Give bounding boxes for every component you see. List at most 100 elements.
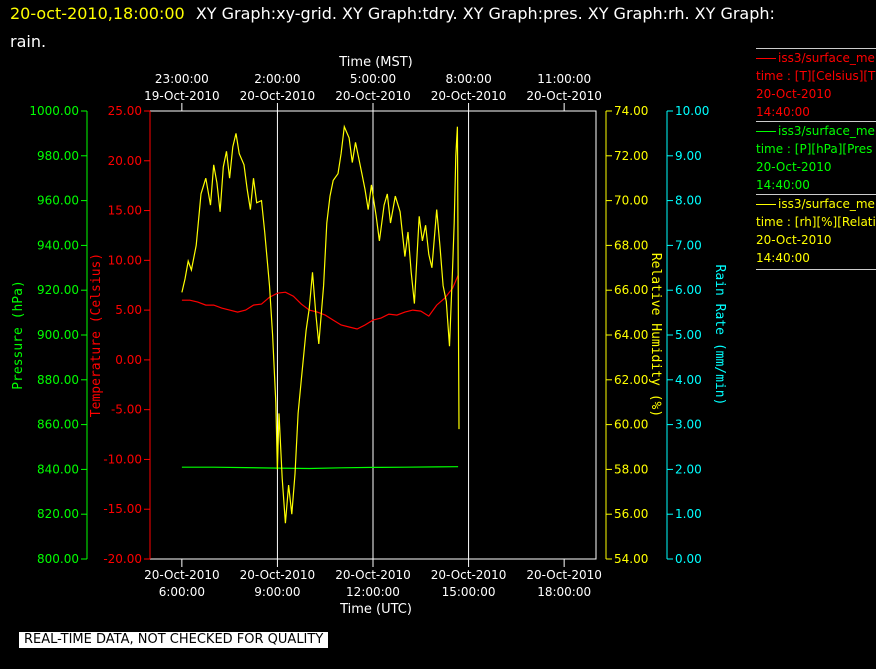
rain-axis-label: Rain Rate (mm/min) bbox=[712, 265, 727, 406]
rain-tick-label: 2.00 bbox=[675, 462, 702, 476]
legend-line2: time : [rh][%][Relati bbox=[756, 215, 876, 229]
rain-tick-label: 1.00 bbox=[675, 507, 702, 521]
x-top-tick-time: 11:00:00 bbox=[537, 72, 591, 86]
humidity-tick-label: 70.00 bbox=[614, 194, 648, 208]
temperature-tick-label: 25.00 bbox=[108, 104, 142, 118]
humidity-tick-label: 72.00 bbox=[614, 149, 648, 163]
legend-source-text: iss3/surface_me bbox=[778, 197, 875, 211]
humidity-tick-label: 58.00 bbox=[614, 462, 648, 476]
rain-tick-label: 5.00 bbox=[675, 328, 702, 342]
humidity-axis-label: Relative Humidity (%) bbox=[648, 253, 663, 417]
temperature-tick-label: 15.00 bbox=[108, 204, 142, 218]
rain-tick-label: 9.00 bbox=[675, 149, 702, 163]
axes-group: 20-Oct-2010 6:00:00 20-Oct-2010 9:00:00 20-O… bbox=[11, 55, 727, 617]
x-top-tick-date: 20-Oct-2010 bbox=[240, 89, 316, 103]
x-top-tick-date: 20-Oct-2010 bbox=[335, 89, 411, 103]
humidity-tick-label: 64.00 bbox=[614, 328, 648, 342]
rain-tick-label: 6.00 bbox=[675, 283, 702, 297]
pressure-tick-label: 820.00 bbox=[37, 507, 79, 521]
rain-tick-label: 8.00 bbox=[675, 194, 702, 208]
rain-tick-label: 10.00 bbox=[675, 104, 709, 118]
pressure-tick-label: 1000.00 bbox=[29, 104, 79, 118]
x-top-tick-time: 23:00:00 bbox=[155, 72, 209, 86]
humidity-tick-label: 62.00 bbox=[614, 373, 648, 387]
humidity-tick-label: 74.00 bbox=[614, 104, 648, 118]
legend-date: 20-Oct-2010 bbox=[756, 233, 832, 247]
x-bottom-label: Time (UTC) bbox=[339, 602, 412, 617]
legend-date: 20-Oct-2010 bbox=[756, 160, 832, 174]
legend-swatch bbox=[756, 204, 776, 205]
temperature-tick-label: 5.00 bbox=[115, 303, 142, 317]
legend-line2: time : [T][Celsius][T bbox=[756, 69, 876, 83]
x-top-tick-date: 20-Oct-2010 bbox=[526, 89, 602, 103]
temperature-tick-label: -10.00 bbox=[103, 452, 142, 466]
rain-tick-label: 0.00 bbox=[675, 552, 702, 566]
humidity-tick-label: 56.00 bbox=[614, 507, 648, 521]
temperature-tick-label: -5.00 bbox=[111, 403, 142, 417]
legend-source: iss3/surface_me bbox=[756, 49, 876, 67]
pressure-tick-label: 800.00 bbox=[37, 552, 79, 566]
legend-time: 14:40:00 bbox=[756, 251, 810, 265]
x-top-label: Time (MST) bbox=[338, 55, 413, 70]
series-line-humidity bbox=[181, 124, 460, 524]
plot-area bbox=[149, 110, 597, 560]
temperature-tick-label: 20.00 bbox=[108, 154, 142, 168]
legend-time: 14:40:00 bbox=[756, 105, 810, 119]
quality-notice: REAL-TIME DATA, NOT CHECKED FOR QUALITY bbox=[19, 632, 329, 648]
series-line-temperature bbox=[181, 275, 459, 330]
temperature-axis-label: Temperature (Celsius) bbox=[89, 253, 104, 417]
x-bottom-tick-time: 9:00:00 bbox=[254, 585, 300, 599]
temperature-tick-label: 10.00 bbox=[108, 253, 142, 267]
legend-line2: time : [P][hPa][Pres bbox=[756, 142, 873, 156]
pressure-tick-label: 940.00 bbox=[37, 238, 79, 252]
humidity-tick-label: 60.00 bbox=[614, 418, 648, 432]
pressure-tick-label: 880.00 bbox=[37, 373, 79, 387]
x-bottom-tick-date: 20-Oct-2010 bbox=[526, 568, 602, 582]
pressure-tick-label: 960.00 bbox=[37, 194, 79, 208]
x-bottom-tick-date: 20-Oct-2010 bbox=[144, 568, 220, 582]
temperature-tick-label: 0.00 bbox=[115, 353, 142, 367]
x-bottom-tick-time: 12:00:00 bbox=[346, 585, 400, 599]
x-top-tick-date: 19-Oct-2010 bbox=[144, 89, 220, 103]
x-bottom-tick-time: 6:00:00 bbox=[159, 585, 205, 599]
pressure-tick-label: 980.00 bbox=[37, 149, 79, 163]
x-top-tick-date: 20-Oct-2010 bbox=[431, 89, 507, 103]
series-group bbox=[181, 124, 460, 524]
header-graph-list: XY Graph:xy-grid. XY Graph:tdry. XY Grap… bbox=[195, 4, 775, 23]
legend-source: iss3/surface_me bbox=[756, 195, 876, 213]
humidity-tick-label: 54.00 bbox=[614, 552, 648, 566]
x-top-tick-time: 8:00:00 bbox=[445, 72, 491, 86]
x-top-tick-time: 2:00:00 bbox=[254, 72, 300, 86]
humidity-tick-label: 66.00 bbox=[614, 283, 648, 297]
pressure-tick-label: 860.00 bbox=[37, 418, 79, 432]
x-bottom-tick-date: 20-Oct-2010 bbox=[335, 568, 411, 582]
temperature-tick-label: -15.00 bbox=[103, 502, 142, 516]
legend-time: 14:40:00 bbox=[756, 178, 810, 192]
legend-source-text: iss3/surface_me bbox=[778, 124, 875, 138]
x-bottom-tick-date: 20-Oct-2010 bbox=[240, 568, 316, 582]
pressure-tick-label: 840.00 bbox=[37, 462, 79, 476]
header-timestamp: 20-oct-2010,18:00:00 bbox=[10, 4, 185, 23]
x-top-tick-time: 5:00:00 bbox=[350, 72, 396, 86]
series-line-pressure bbox=[181, 466, 459, 470]
legend-swatch bbox=[756, 131, 776, 132]
header-line1: 20-oct-2010,18:00:00 XY Graph:xy-grid. X… bbox=[10, 4, 775, 23]
x-bottom-tick-date: 20-Oct-2010 bbox=[431, 568, 507, 582]
legend-date: 20-Oct-2010 bbox=[756, 87, 832, 101]
legend-source: iss3/surface_me bbox=[756, 122, 876, 140]
rain-tick-label: 3.00 bbox=[675, 418, 702, 432]
header-line2: rain. bbox=[10, 32, 47, 51]
pressure-tick-label: 900.00 bbox=[37, 328, 79, 342]
rain-tick-label: 4.00 bbox=[675, 373, 702, 387]
pressure-axis-label: Pressure (hPa) bbox=[11, 280, 26, 390]
rain-tick-label: 7.00 bbox=[675, 238, 702, 252]
pressure-tick-label: 920.00 bbox=[37, 283, 79, 297]
humidity-tick-label: 68.00 bbox=[614, 238, 648, 252]
x-bottom-tick-time: 18:00:00 bbox=[537, 585, 591, 599]
legend-swatch bbox=[756, 58, 776, 59]
x-bottom-tick-time: 15:00:00 bbox=[442, 585, 496, 599]
